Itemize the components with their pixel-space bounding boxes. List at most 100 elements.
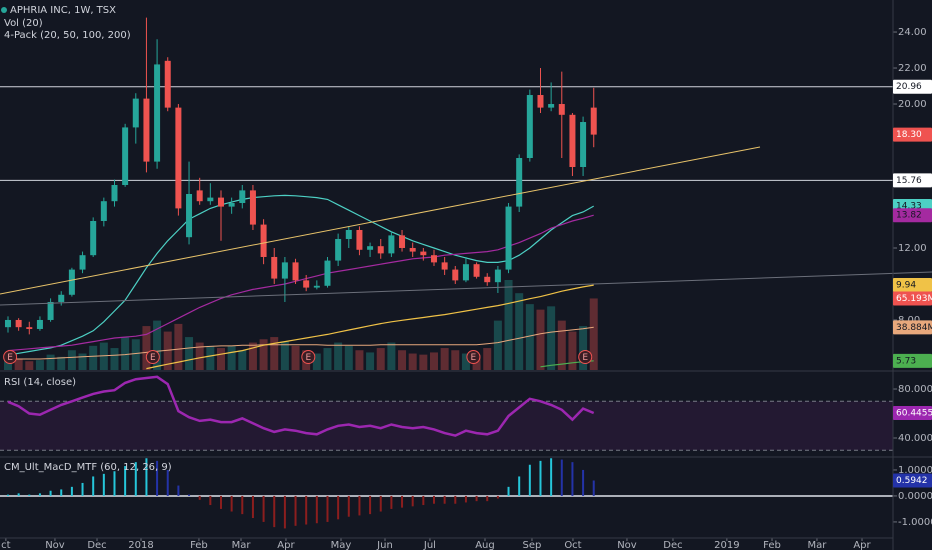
- volume-bar: [153, 320, 162, 370]
- indicator-legend: 4-Pack (20, 50, 100, 200): [4, 30, 131, 41]
- histogram-bar: [273, 495, 276, 528]
- volume-bar: [568, 331, 577, 370]
- x-tick-label: Sep: [523, 540, 542, 550]
- earnings-label: E: [150, 353, 156, 363]
- histogram-bar: [241, 495, 244, 515]
- histogram-bar: [358, 495, 361, 516]
- volume-bar: [259, 339, 268, 370]
- volume-bar: [312, 353, 321, 370]
- volume-bar: [483, 348, 492, 370]
- histogram-bar: [92, 476, 95, 496]
- candle-body: [228, 202, 235, 207]
- volume-bar: [142, 326, 151, 370]
- candle-body: [186, 193, 193, 238]
- x-tick-label: Oct: [564, 540, 581, 550]
- price-tag: [893, 79, 932, 94]
- price-tag-label: 9.94: [896, 281, 916, 291]
- candle-body: [590, 107, 597, 135]
- indicator-legend: CM_Ult_MacD_MTF (60, 12, 26, 9): [4, 462, 172, 473]
- volume-bar: [291, 345, 300, 370]
- x-tick-label: Apr: [853, 540, 871, 550]
- histogram-bar: [17, 493, 20, 496]
- histogram-bar: [475, 495, 478, 502]
- candle-body: [15, 319, 22, 328]
- y-tick-label: 80.0000: [898, 384, 932, 395]
- trend-line: [0, 146, 761, 295]
- earnings-marker: [301, 350, 316, 364]
- candle-body: [526, 95, 533, 159]
- candle-body: [292, 262, 299, 281]
- earnings-marker: [578, 350, 593, 364]
- histogram-bar: [60, 489, 63, 496]
- candle-body: [79, 255, 86, 270]
- volume-bar: [355, 350, 364, 370]
- x-tick-label: Mar: [808, 540, 828, 550]
- volume-bar: [121, 337, 130, 370]
- earnings-label: E: [582, 353, 588, 363]
- x-tick-label: Feb: [763, 540, 781, 550]
- candle-body: [420, 251, 427, 256]
- histogram-bar: [507, 486, 510, 496]
- histogram-bar: [156, 460, 159, 496]
- candle-body: [441, 262, 448, 270]
- volume-bar: [589, 298, 598, 370]
- candle-body: [377, 246, 384, 254]
- candle-body: [68, 269, 75, 295]
- y-tick-label: 1.0000: [898, 465, 932, 476]
- candle-body: [462, 264, 469, 281]
- candle-body: [26, 327, 33, 329]
- candle-body: [100, 201, 107, 221]
- trend-line: [0, 271, 932, 306]
- histogram-bar: [102, 473, 105, 496]
- histogram-bar: [166, 469, 169, 496]
- volume-bar: [525, 304, 534, 370]
- price-tag: [893, 320, 932, 335]
- y-tick-label: 12.00: [898, 243, 927, 254]
- volume-bar: [344, 345, 353, 370]
- volume-bar: [25, 361, 34, 370]
- histogram-bar: [496, 495, 499, 499]
- candle-body: [580, 122, 587, 168]
- histogram-bar: [219, 495, 222, 509]
- volume-bar: [451, 350, 460, 370]
- volume-bar: [440, 348, 449, 370]
- price-tag: [893, 127, 932, 142]
- histogram-bar: [49, 490, 52, 496]
- volume-bar: [408, 353, 417, 370]
- histogram-bar: [315, 495, 318, 524]
- moving-average: [7, 194, 594, 356]
- status-dot: [1, 7, 7, 13]
- volume-bar: [195, 342, 204, 370]
- x-tick-label: Jul: [423, 540, 436, 550]
- price-tag: [893, 208, 932, 223]
- histogram-bar: [326, 495, 329, 522]
- candle-body: [324, 260, 331, 286]
- indicator-legend: Vol (20): [4, 18, 43, 29]
- candle-body: [569, 114, 576, 168]
- volume-bar: [557, 320, 566, 370]
- volume-bar: [461, 353, 470, 370]
- rsi-band: [0, 401, 893, 451]
- candle-body: [175, 107, 182, 209]
- x-tick-label: Feb: [190, 540, 208, 550]
- moving-average: [7, 214, 594, 352]
- histogram-bar: [390, 495, 393, 509]
- volume-bar: [270, 337, 279, 370]
- candle-body: [164, 60, 171, 108]
- candle-body: [36, 319, 43, 329]
- candle-body: [249, 190, 256, 225]
- candle-body: [494, 269, 501, 283]
- histogram-bar: [188, 494, 191, 496]
- histogram-bar: [443, 495, 446, 504]
- price-tag: [893, 405, 932, 420]
- earnings-marker: [3, 350, 18, 364]
- price-tag-label: 14.33: [896, 202, 922, 212]
- candle-body: [58, 294, 65, 302]
- volume-bar: [429, 352, 438, 370]
- histogram-bar: [262, 495, 265, 522]
- x-tick-label: Nov: [617, 540, 637, 550]
- candle-body: [154, 64, 161, 162]
- volume-bar: [248, 342, 257, 370]
- x-tick-label: ct: [1, 540, 10, 550]
